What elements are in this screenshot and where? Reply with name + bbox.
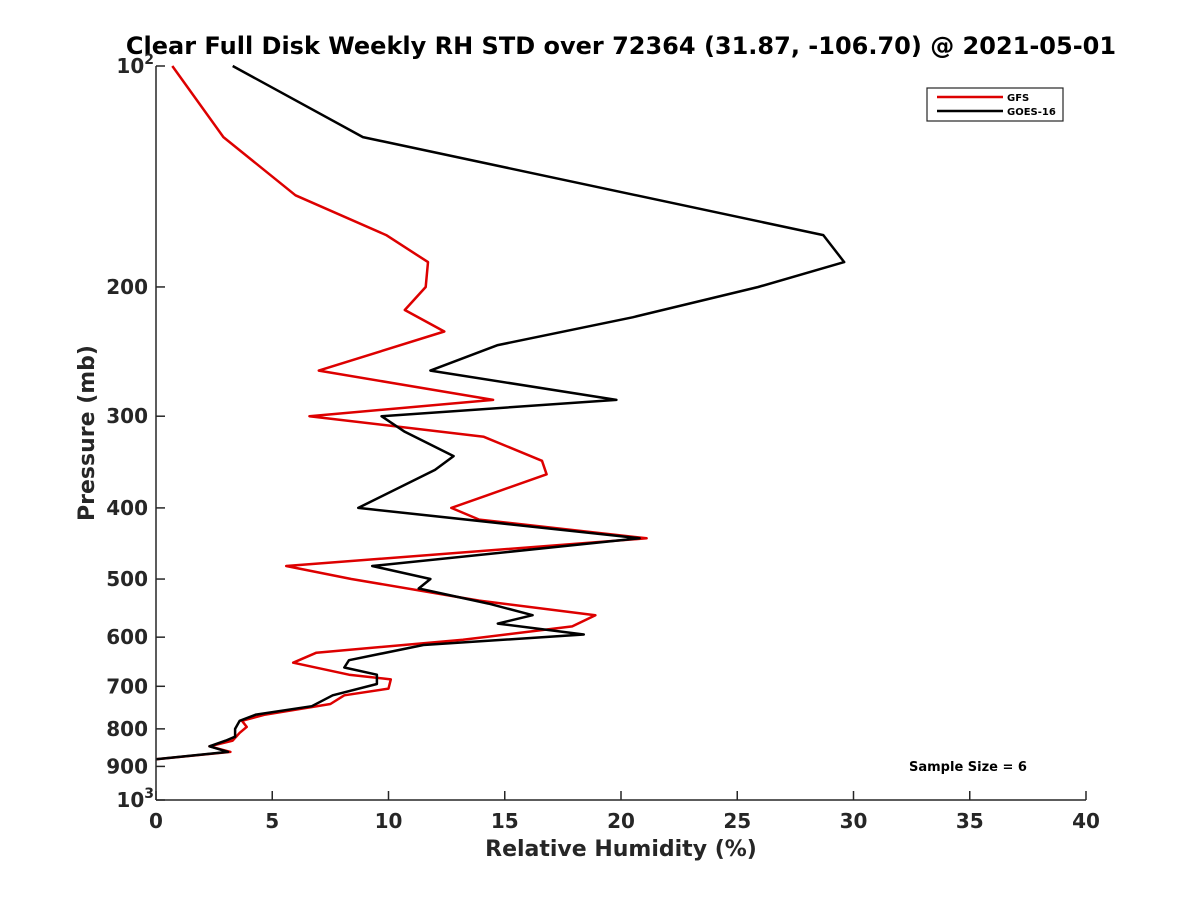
y-ticks: 102 200 300 400 500 600 700 800 900 103 (106, 52, 165, 812)
x-tick-label: 10 (375, 809, 403, 833)
x-tick-label: 0 (149, 809, 163, 833)
legend-label-gfs: GFS (1007, 93, 1029, 104)
legend-box (926, 87, 1064, 122)
y-tick-label: 600 (106, 625, 148, 649)
x-axis-label: Relative Humidity (%) (485, 837, 757, 862)
x-tick-label: 25 (723, 809, 751, 833)
y-tick-label: 500 (106, 567, 148, 591)
x-tick-label: 40 (1072, 809, 1100, 833)
series-line-goes16 (155, 64, 846, 761)
y-tick-label: 102 (116, 52, 154, 78)
x-tick-label: 20 (607, 809, 635, 833)
x-tick-label: 5 (265, 809, 279, 833)
y-tick-label: 800 (106, 717, 148, 741)
y-axis-label: Pressure (mb) (75, 345, 100, 521)
plot-area (156, 66, 1086, 800)
x-tick-label: 15 (491, 809, 519, 833)
y-tick-label: 103 (116, 786, 154, 812)
sample-size-annotation: Sample Size = 6 (909, 760, 1027, 775)
x-tick-label: 35 (956, 809, 984, 833)
y-tick-label: 900 (106, 754, 148, 778)
x-ticks: 0 5 10 15 20 25 30 35 40 (149, 791, 1100, 833)
legend: GFS GOES-16 (926, 87, 1064, 122)
y-tick-label: 300 (106, 404, 148, 428)
y-tick-label: 200 (106, 275, 148, 299)
x-tick-label: 30 (840, 809, 868, 833)
y-tick-label: 700 (106, 674, 148, 698)
series-line-gfs (155, 65, 648, 761)
y-tick-label: 400 (106, 496, 148, 520)
series-layer (155, 64, 846, 761)
legend-label-goes16: GOES-16 (1007, 107, 1056, 118)
chart-title: Clear Full Disk Weekly RH STD over 72364… (126, 32, 1116, 60)
